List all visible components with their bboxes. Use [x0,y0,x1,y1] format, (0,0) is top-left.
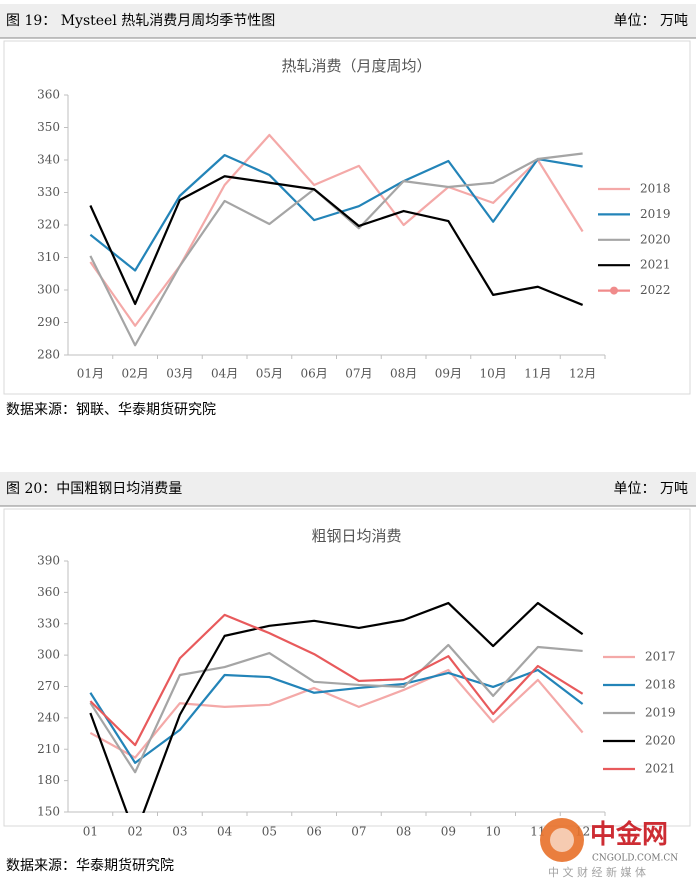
watermark-name: 中金网 [590,819,668,850]
series [89,613,584,747]
x-tick-label: 01 [83,825,98,839]
x-tick-label: 10月 [479,367,506,381]
legend-marker [610,286,618,295]
y-tick-label: 330 [37,185,60,199]
legend-label: 2021 [645,762,676,776]
line [89,643,583,774]
watermark: 中金网 CNGOLD.COM.CN 中 文 财 经 新 媒 体 [540,818,678,879]
header-bar [0,472,696,506]
unit: 单位： 万吨 [614,481,688,497]
series [89,152,583,347]
x-tick-label: 03月 [166,367,193,381]
x-tick-label: 05月 [256,367,283,381]
figure-title: 图 19： Mysteel 热轧消费月周均季节性图 [6,13,275,29]
watermark-slogan: 中 文 财 经 新 媒 体 [548,865,646,879]
source: 数据来源：华泰期货研究院 [6,857,174,874]
x-tick-label: 07 [351,825,366,839]
y-tick-label: 300 [37,283,60,297]
x-tick-label: 04月 [211,367,238,381]
series [89,643,583,774]
series [89,133,584,327]
y-tick-label: 240 [37,710,60,724]
line [89,152,583,347]
line [89,154,583,272]
line [89,668,584,759]
y-tick-label: 180 [37,773,60,787]
chart-title: 粗钢日均消费 [311,527,401,545]
series [89,668,584,759]
y-tick-label: 360 [37,88,60,102]
y-tick-label: 310 [37,250,60,264]
x-tick-label: 12月 [569,367,596,381]
line [89,133,584,327]
y-tick-label: 320 [37,218,60,232]
x-tick-label: 01月 [77,367,104,381]
y-tick-label: 300 [37,648,60,662]
legend-label: 2020 [640,232,671,246]
x-tick-label: 09 [441,825,456,839]
y-tick-label: 280 [37,348,60,362]
chart-title: 热轧消费（月度周均） [281,57,431,75]
line [89,613,584,747]
series [89,175,584,306]
source: 数据来源：钢联、华泰期货研究院 [6,401,216,418]
x-tick-label: 08月 [390,367,417,381]
legend-label: 2022 [640,283,671,297]
y-tick-label: 270 [37,679,60,693]
y-tick-label: 360 [37,585,60,599]
y-tick-label: 350 [37,120,60,134]
x-tick-label: 06月 [300,367,327,381]
unit: 单位： 万吨 [614,13,688,29]
figure-title: 图 20：中国粗钢日均消费量 [6,481,182,497]
x-tick-label: 02 [127,825,142,839]
chart-frame [3,40,691,395]
x-tick-label: 06 [306,825,321,839]
series [89,601,584,813]
y-tick-label: 390 [37,554,60,568]
x-tick-label: 05 [262,825,277,839]
legend-label: 2021 [640,258,671,272]
legend-label: 2020 [645,734,676,748]
y-tick-label: 150 [37,805,60,819]
watermark-logo [550,828,574,852]
y-tick-label: 210 [37,742,60,756]
series [89,154,583,272]
x-tick-label: 02月 [121,367,148,381]
charts: 热轧消费（月度周均） 280 290 300 310 320 330 340 350 360 01月… [37,57,675,839]
x-tick-label: 03 [172,825,187,839]
x-tick-label: 09月 [435,367,462,381]
legend-label: 2019 [640,207,671,221]
y-tick-label: 330 [37,616,60,630]
legend-label: 2019 [645,706,676,720]
y-tick-label: 290 [37,315,60,329]
x-tick-label: 11月 [524,367,551,381]
header-bar [0,4,696,38]
line [89,601,584,813]
y-tick-label: 340 [37,153,60,167]
legend-label: 2018 [645,678,676,692]
line [89,175,584,306]
legend-label: 2018 [640,182,671,196]
x-tick-label: 07月 [345,367,372,381]
watermark-site: CNGOLD.COM.CN [592,854,678,864]
x-tick-label: 08 [396,825,411,839]
x-tick-label: 04 [217,825,233,839]
legend-label: 2017 [645,650,676,664]
chart-frame [3,508,691,827]
x-tick-label: 10 [485,825,500,839]
